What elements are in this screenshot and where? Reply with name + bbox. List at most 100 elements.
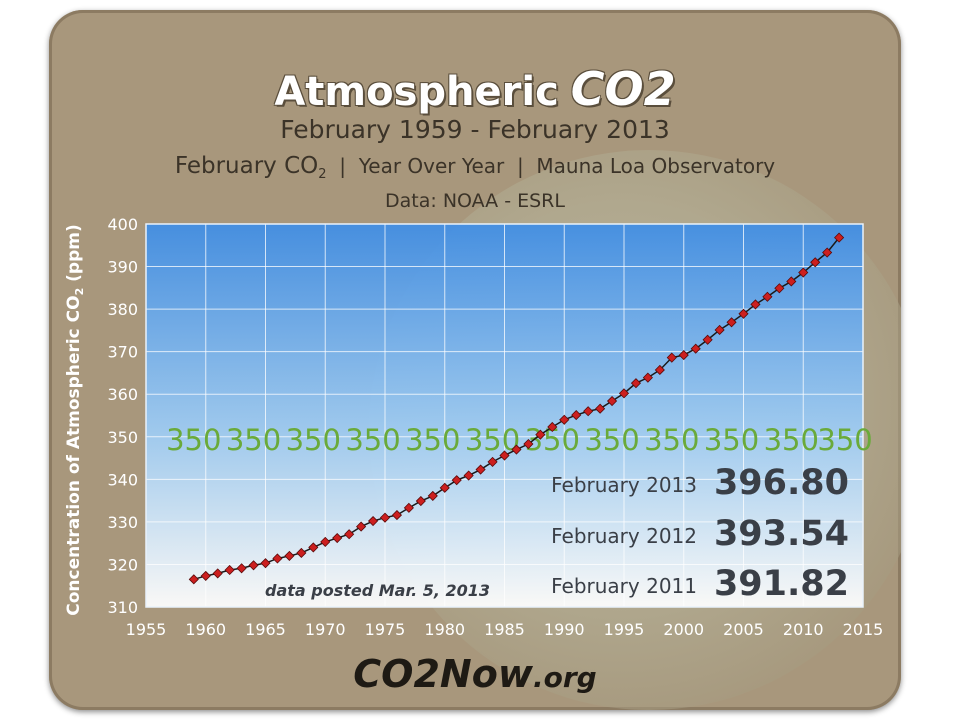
reading-label: February 2012 [551, 524, 697, 548]
data-point [786, 276, 797, 287]
data-point [798, 267, 809, 278]
chart-description: February CO2 | Year Over Year | Mauna Lo… [49, 153, 901, 182]
data-point [583, 406, 594, 417]
data-point [296, 547, 307, 559]
data-point [774, 283, 785, 294]
x-tick-label: 1970 [305, 620, 346, 639]
data-point [475, 464, 486, 475]
reference-label: 350 [345, 423, 400, 457]
data-point [630, 378, 642, 389]
chart-title: Atmospheric CO2 [49, 62, 901, 116]
data-point [523, 438, 534, 450]
x-tick-label: 1995 [604, 620, 645, 639]
title-co2: CO2 [570, 62, 676, 116]
data-point [606, 395, 618, 407]
y-tick-label: 390 [107, 258, 138, 277]
footer-logo: CO2Now.org [49, 652, 901, 696]
reading-label: February 2011 [551, 574, 697, 598]
reading-value: 391.82 [714, 564, 849, 604]
data-point [511, 444, 522, 455]
y-tick-label: 310 [107, 598, 138, 617]
y-tick-label: 330 [107, 513, 138, 532]
footer-brand-suffix: .org [532, 661, 597, 694]
data-point [618, 388, 630, 399]
data-point [654, 364, 665, 376]
data-point [559, 414, 570, 425]
x-tick-label: 2000 [663, 620, 704, 639]
y-tick-label: 400 [107, 215, 138, 234]
description-rest: | Year Over Year | Mauna Loa Observatory [326, 154, 776, 178]
reading-value: 393.54 [714, 514, 849, 554]
data-point [642, 372, 653, 383]
x-tick-label: 1960 [185, 620, 226, 639]
data-point [224, 564, 235, 576]
data-point [236, 563, 247, 574]
y-tick-label: 350 [107, 428, 138, 447]
data-point [332, 532, 343, 544]
data-point [451, 475, 462, 486]
posted-note: data posted Mar. 5, 2013 [265, 581, 490, 600]
reference-label: 350 [166, 423, 221, 457]
x-tick-label: 1985 [484, 620, 525, 639]
x-tick-label: 1965 [245, 620, 286, 639]
data-source: Data: NOAA - ESRL [385, 190, 565, 212]
data-point [320, 536, 331, 547]
reference-label: 350 [584, 423, 639, 457]
data-point [535, 429, 546, 440]
description-prefix: February CO [174, 153, 319, 179]
y-tick-label: 360 [107, 385, 138, 404]
data-point [415, 495, 426, 507]
data-point [834, 232, 845, 243]
x-tick-label: 1980 [424, 620, 465, 639]
data-point [762, 291, 773, 302]
y-tick-label: 340 [107, 470, 138, 489]
footer-brand: CO2Now [353, 652, 533, 696]
reading-value: 396.80 [714, 463, 849, 503]
chart-subtitle: February 1959 - February 2013 [280, 115, 670, 144]
data-point [427, 490, 438, 501]
x-tick-label: 2010 [783, 620, 824, 639]
chart-card: Atmospheric CO2 February 1959 - February … [49, 10, 901, 710]
data-point [810, 257, 821, 268]
data-point [487, 456, 498, 467]
data-point [284, 550, 295, 561]
x-tick-label: 1975 [365, 620, 406, 639]
title-text: Atmospheric [274, 69, 559, 115]
reference-label: 350 [644, 423, 699, 457]
y-tick-label: 370 [107, 343, 138, 362]
reference-label: 350 [405, 423, 460, 457]
data-point [200, 570, 211, 582]
data-point [356, 521, 367, 532]
data-point [439, 482, 450, 493]
data-point [272, 553, 283, 564]
reference-label: 350 [226, 423, 281, 457]
data-point [595, 403, 606, 414]
data-point [344, 529, 355, 540]
data-point [403, 502, 414, 513]
plot-border [145, 223, 864, 608]
data-point [391, 510, 403, 521]
x-tick-label: 1955 [126, 620, 167, 639]
reference-label: 350 [817, 423, 872, 457]
co2-chart: 350 350 350 350 350 350 350 350 350 350 350350Febr… [107, 215, 884, 639]
x-tick-label: 2005 [723, 620, 764, 639]
data-point [738, 308, 749, 319]
data-point [714, 324, 725, 336]
x-tick-label: 2015 [843, 620, 884, 639]
data-point [499, 450, 510, 461]
data-point [678, 350, 689, 361]
data-point [188, 574, 199, 585]
data-point [379, 512, 391, 523]
data-point [822, 247, 833, 258]
data-point [367, 515, 379, 527]
reference-label: 350 [764, 423, 819, 457]
x-tick-label: 1990 [544, 620, 585, 639]
reference-label: 350 [465, 423, 520, 457]
data-point [726, 317, 737, 328]
data-point [463, 470, 474, 481]
data-point [308, 542, 319, 553]
reference-label: 350 [286, 423, 341, 457]
data-point [702, 334, 713, 345]
data-point [547, 421, 558, 433]
data-point [571, 410, 582, 421]
